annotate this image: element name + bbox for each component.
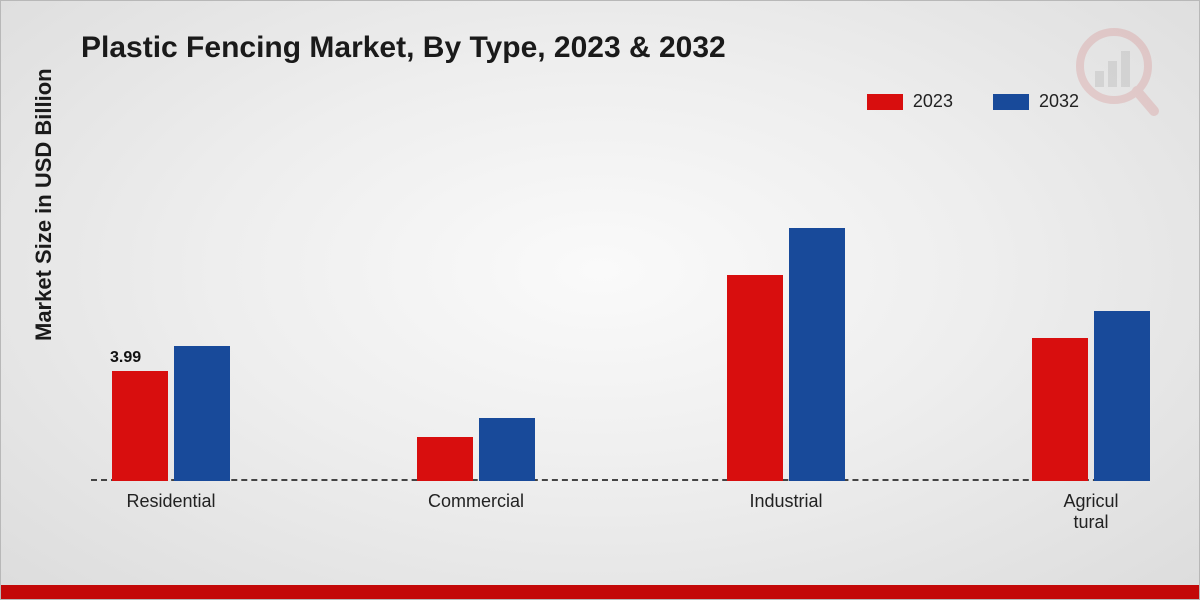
- y-axis-label: Market Size in USD Billion: [31, 68, 57, 341]
- chart-title: Plastic Fencing Market, By Type, 2023 & …: [81, 31, 726, 65]
- legend: 2023 2032: [867, 91, 1079, 112]
- x-axis-baseline: [91, 479, 1149, 481]
- bar-commercial-2032: [479, 418, 535, 481]
- footer-accent-bar: [1, 585, 1199, 599]
- legend-swatch-2023: [867, 94, 903, 110]
- legend-label-2032: 2032: [1039, 91, 1079, 112]
- bar-agricultural-2032: [1094, 311, 1150, 482]
- plot-area: Residential 3.99 Commercial Industrial A…: [91, 151, 1149, 481]
- bar-agricultural-2023: [1032, 338, 1088, 481]
- bar-industrial-2032: [789, 228, 845, 481]
- legend-item-2032: 2032: [993, 91, 1079, 112]
- legend-item-2023: 2023: [867, 91, 953, 112]
- bar-industrial-2023: [727, 275, 783, 481]
- chart-frame: Plastic Fencing Market, By Type, 2023 & …: [0, 0, 1200, 600]
- legend-label-2023: 2023: [913, 91, 953, 112]
- bar-group-residential: Residential 3.99: [112, 346, 230, 481]
- bar-group-industrial: Industrial: [727, 228, 845, 481]
- bar-group-agricultural: Agricul tural: [1032, 311, 1150, 482]
- legend-swatch-2032: [993, 94, 1029, 110]
- bar-commercial-2023: [417, 437, 473, 481]
- category-label-commercial: Commercial: [428, 491, 524, 512]
- value-label-residential-2023: 3.99: [110, 349, 141, 367]
- category-label-industrial: Industrial: [749, 491, 822, 512]
- category-label-residential: Residential: [126, 491, 215, 512]
- bar-residential-2032: [174, 346, 230, 481]
- bar-group-commercial: Commercial: [417, 418, 535, 481]
- category-label-agricultural: Agricul tural: [1062, 491, 1121, 532]
- bar-residential-2023: [112, 371, 168, 481]
